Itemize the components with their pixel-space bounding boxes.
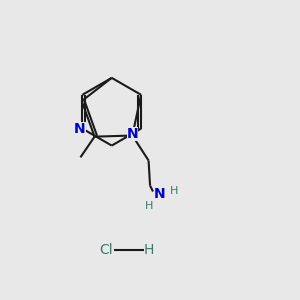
Text: Cl: Cl (99, 243, 112, 257)
Text: H: H (143, 243, 154, 257)
Text: H: H (145, 201, 153, 211)
Text: N: N (154, 188, 166, 201)
Text: N: N (127, 127, 138, 141)
Text: H: H (169, 187, 178, 196)
Text: N: N (74, 122, 86, 136)
